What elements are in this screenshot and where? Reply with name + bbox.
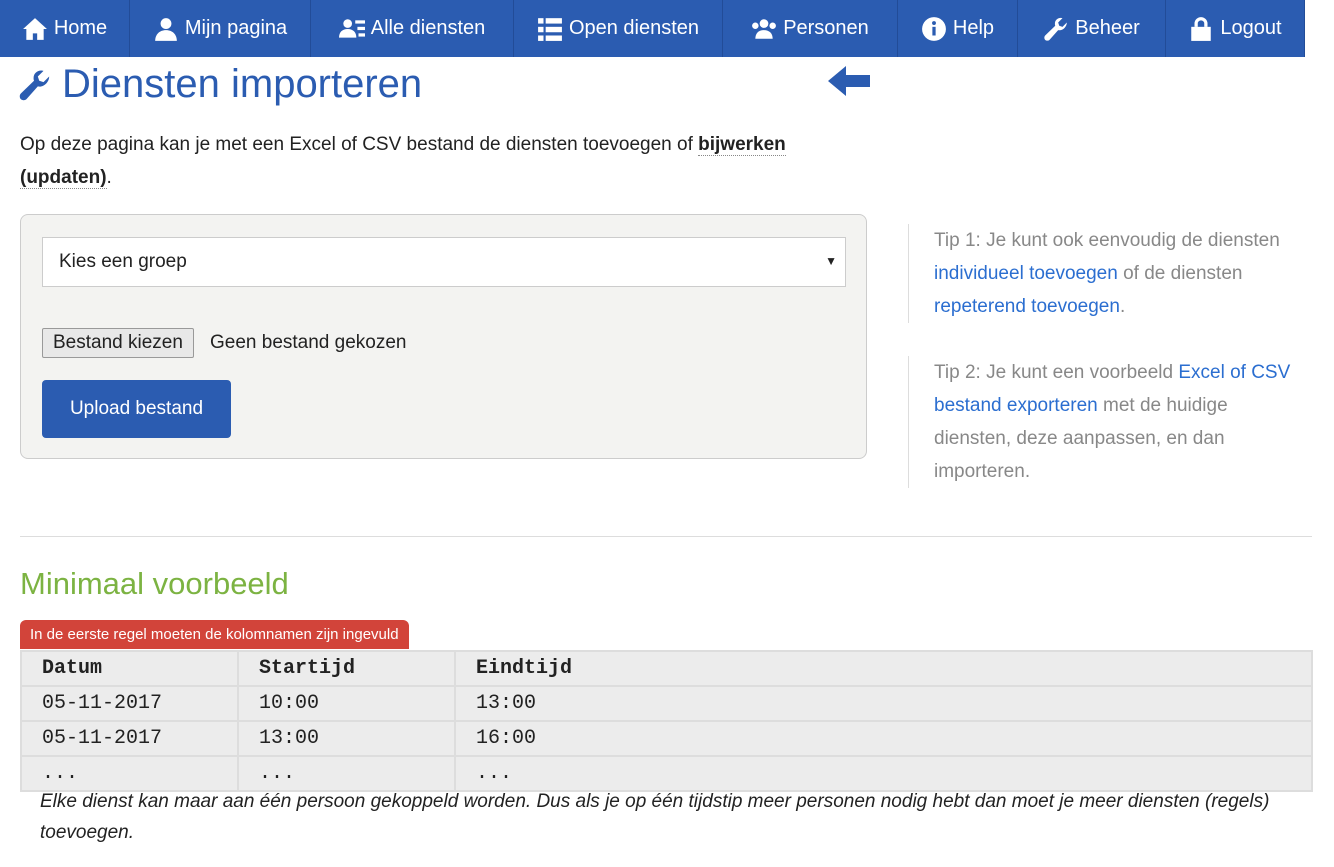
caret-down-icon: ▼	[825, 254, 837, 268]
group-select[interactable]: Kies een groep ▼	[42, 237, 846, 287]
nav-logout[interactable]: Logout	[1166, 0, 1305, 57]
intro-text: Op deze pagina kan je met een Excel of C…	[20, 134, 786, 189]
wrench-icon	[19, 69, 50, 100]
users-list-icon	[338, 18, 365, 38]
home-icon	[22, 17, 47, 40]
lock-icon	[1191, 16, 1212, 41]
page-title: Diensten importeren	[18, 62, 422, 107]
example-heading: Minimaal voorbeeld	[20, 566, 289, 601]
info-icon	[922, 16, 946, 41]
import-form: Kies een groep ▼ Bestand kiezen Geen best…	[20, 214, 867, 459]
table-row: .........	[20, 755, 1313, 792]
divider	[20, 536, 1312, 537]
table-header: Datum Startijd Eindtijd	[20, 650, 1313, 687]
user-icon	[155, 17, 177, 41]
wrench-icon	[1044, 17, 1068, 41]
nav-alle-diensten[interactable]: Alle diensten	[311, 0, 514, 57]
tip-2: Tip 2: Je kunt een voorbeeld Excel of CS…	[908, 356, 1294, 488]
table-row: 05-11-2017 13:00 16:00	[20, 720, 1313, 757]
warning-badge: In de eerste regel moeten de kolomnamen …	[20, 620, 409, 649]
top-nav: Home Mijn pagina Alle diensten Open dien…	[0, 0, 1305, 57]
choose-file-button[interactable]: Bestand kiezen	[42, 328, 194, 358]
table-row: 05-11-2017 10:00 13:00	[20, 685, 1313, 722]
back-arrow-icon[interactable]	[828, 66, 870, 96]
nav-help[interactable]: Help	[898, 0, 1018, 57]
upload-button[interactable]: Upload bestand	[42, 380, 231, 438]
file-status: Geen bestand gekozen	[210, 332, 407, 353]
nav-personen[interactable]: Personen	[723, 0, 898, 57]
intro-bold: bijwerken (updaten)	[20, 134, 786, 189]
nav-mijn-pagina[interactable]: Mijn pagina	[130, 0, 311, 57]
users-icon	[752, 18, 777, 39]
example-table: Datum Startijd Eindtijd 05-11-2017 10:00 13:…	[20, 650, 1313, 792]
example-note: Elke dienst kan maar aan één persoon gek…	[40, 791, 1270, 843]
link-export[interactable]: Excel of CSV bestand exporteren	[934, 362, 1291, 416]
link-individueel[interactable]: individueel toevoegen	[934, 263, 1118, 284]
list-icon	[538, 17, 562, 41]
nav-beheer[interactable]: Beheer	[1018, 0, 1166, 57]
nav-home[interactable]: Home	[0, 0, 130, 57]
tip-1: Tip 1: Je kunt ook eenvoudig de diensten…	[908, 224, 1294, 323]
nav-open-diensten[interactable]: Open diensten	[514, 0, 723, 57]
link-repeterend[interactable]: repeterend toevoegen	[934, 296, 1120, 317]
